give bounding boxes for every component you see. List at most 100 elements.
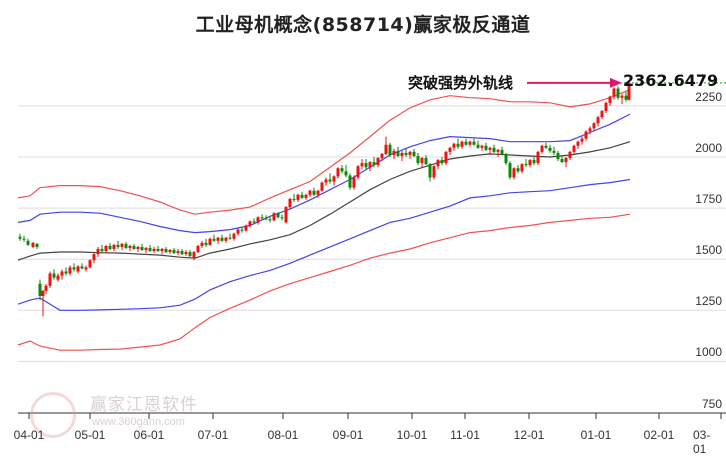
candle-body — [516, 168, 520, 172]
candle-body — [552, 150, 556, 153]
x-tick-label: 06-01 — [133, 428, 165, 442]
candle-body — [396, 150, 400, 156]
candle-body — [600, 111, 604, 118]
candle-body — [240, 229, 244, 231]
candle-body — [504, 153, 508, 164]
candle-body — [560, 159, 564, 163]
candle-body — [280, 217, 284, 219]
arrow-head-icon — [610, 77, 622, 88]
candle-body — [592, 123, 596, 129]
candle-body — [104, 245, 108, 252]
candle-body — [472, 141, 476, 145]
candle-body — [536, 151, 540, 164]
candle-body — [520, 164, 524, 172]
y-tick-label: 750 — [701, 396, 722, 411]
x-tick-label: 05-01 — [74, 428, 106, 442]
candle-body — [408, 151, 412, 155]
candle-body — [284, 207, 288, 223]
candle-body — [38, 283, 42, 296]
candle-body — [96, 248, 100, 255]
candle-body — [376, 158, 380, 166]
candle-body — [64, 271, 68, 274]
candle-body — [532, 160, 536, 164]
candle-body — [388, 144, 392, 155]
candle-body — [568, 151, 572, 159]
candle-body — [88, 260, 92, 268]
candle-body — [432, 166, 436, 178]
candle-body — [312, 190, 316, 195]
candle-body — [392, 150, 396, 155]
last-value-label: 2362.6479 — [623, 71, 719, 90]
candle-body — [627, 82, 631, 100]
candle-body — [540, 145, 544, 152]
candle-body — [31, 242, 35, 247]
candle-body — [144, 247, 148, 251]
candle-body — [336, 168, 340, 177]
candle-body — [360, 163, 364, 167]
candle-body — [128, 245, 132, 248]
candle-body — [436, 160, 440, 167]
candle-body — [216, 237, 220, 241]
candle-body — [508, 163, 512, 178]
candle-body — [184, 252, 188, 255]
candle-body — [192, 252, 196, 259]
candle-body — [576, 141, 580, 146]
candle-body — [580, 138, 584, 142]
candle-body — [228, 237, 232, 239]
candle-body — [212, 238, 216, 241]
candle-body — [76, 266, 80, 272]
x-tick-label: 10-01 — [396, 428, 428, 442]
x-tick-label: 09-01 — [332, 428, 364, 442]
watermark-url: www.360gann.com — [92, 416, 185, 428]
candle-body — [296, 194, 300, 200]
candle-body — [340, 168, 344, 172]
candle-body — [372, 162, 376, 166]
x-tick-label: 03-01 — [693, 428, 711, 456]
candle-body — [260, 217, 264, 219]
band-line-inner-lower — [17, 178, 631, 311]
candle-body — [204, 242, 208, 245]
candle-body — [308, 190, 312, 195]
candle-body — [220, 237, 224, 241]
candle-body — [384, 144, 388, 154]
candle-body — [188, 252, 192, 257]
candle-body — [356, 166, 360, 178]
candle-body — [564, 158, 568, 163]
candle-body — [420, 158, 424, 164]
candle-body — [548, 147, 552, 151]
candle-body — [496, 149, 500, 152]
candle-body — [252, 221, 256, 223]
candle-body — [624, 95, 628, 100]
candle-body — [120, 243, 124, 247]
chart-title: 工业母机概念(858714)赢家极反通道 — [195, 14, 531, 36]
candle-body — [572, 145, 576, 152]
candle-body — [80, 266, 84, 269]
candle-body — [584, 131, 588, 139]
candle-body — [196, 245, 200, 253]
candle-body — [248, 221, 252, 226]
candle-body — [132, 245, 136, 249]
candle-body — [616, 88, 620, 98]
candle-body — [328, 179, 332, 182]
candle-body — [264, 218, 268, 220]
candle-body — [604, 102, 608, 112]
x-tick-label: 02-01 — [643, 428, 675, 442]
candle-body — [84, 267, 88, 270]
candle-body — [332, 176, 336, 182]
candle-body — [352, 177, 356, 188]
x-tick-label: 12-01 — [513, 428, 545, 442]
candle-body — [364, 163, 368, 168]
candle-body — [456, 143, 460, 147]
candle-body — [588, 128, 592, 132]
candle-body — [488, 147, 492, 150]
candle-body — [108, 245, 112, 249]
candle-body — [344, 171, 348, 176]
candle-body — [116, 244, 120, 247]
candle-body — [26, 240, 30, 245]
candle-body — [412, 151, 416, 156]
candle-body — [124, 243, 128, 248]
candle-body — [288, 198, 292, 208]
candle-body — [276, 213, 280, 218]
candle-body — [492, 147, 496, 152]
candle-body — [464, 141, 468, 145]
